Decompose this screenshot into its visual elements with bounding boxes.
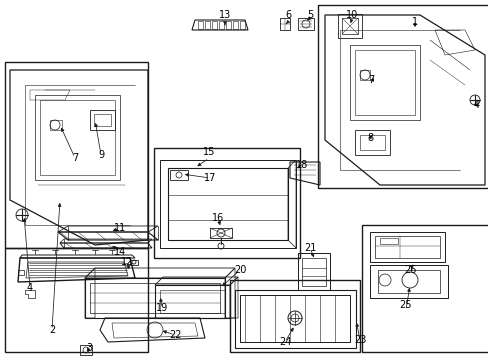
Text: 1: 1 xyxy=(411,17,417,27)
Text: 7: 7 xyxy=(72,153,78,163)
Text: 8: 8 xyxy=(366,133,372,143)
Bar xyxy=(359,135,384,150)
Text: 21: 21 xyxy=(303,243,316,253)
Bar xyxy=(359,70,369,80)
Text: 23: 23 xyxy=(353,335,366,345)
Bar xyxy=(354,130,389,155)
Text: 6: 6 xyxy=(285,10,290,20)
Bar xyxy=(361,225,488,352)
Bar xyxy=(5,248,148,352)
Text: 19: 19 xyxy=(156,303,168,313)
Bar xyxy=(94,114,111,126)
Text: 14: 14 xyxy=(114,247,126,257)
Bar xyxy=(229,280,359,352)
Text: 16: 16 xyxy=(211,213,224,223)
Text: 4: 4 xyxy=(473,100,479,110)
Text: 18: 18 xyxy=(295,160,307,170)
Text: 20: 20 xyxy=(233,265,245,275)
Text: 9: 9 xyxy=(98,150,104,160)
Text: 10: 10 xyxy=(345,10,357,20)
Text: 13: 13 xyxy=(219,10,231,20)
Bar xyxy=(90,110,115,130)
Bar xyxy=(219,21,224,29)
Text: 25: 25 xyxy=(399,300,411,310)
Bar xyxy=(204,21,209,29)
Bar xyxy=(5,62,148,248)
Bar xyxy=(50,120,62,130)
Text: 17: 17 xyxy=(203,173,216,183)
Bar xyxy=(212,21,217,29)
Text: 7: 7 xyxy=(367,75,373,85)
Bar xyxy=(379,238,397,244)
Text: 12: 12 xyxy=(121,257,133,267)
Bar xyxy=(209,228,231,238)
Bar xyxy=(154,148,299,258)
Text: 24: 24 xyxy=(278,337,290,347)
Bar xyxy=(240,21,244,29)
Bar xyxy=(225,21,230,29)
Text: 5: 5 xyxy=(306,10,312,20)
Bar xyxy=(232,21,238,29)
Text: 2: 2 xyxy=(49,325,55,335)
Text: 4: 4 xyxy=(27,283,33,293)
Text: 15: 15 xyxy=(203,147,215,157)
Text: 26: 26 xyxy=(403,265,415,275)
Text: 11: 11 xyxy=(114,223,126,233)
Text: 3: 3 xyxy=(86,343,92,353)
Text: 22: 22 xyxy=(168,330,181,340)
Bar xyxy=(198,21,203,29)
Bar xyxy=(170,170,187,180)
Bar xyxy=(317,5,488,188)
